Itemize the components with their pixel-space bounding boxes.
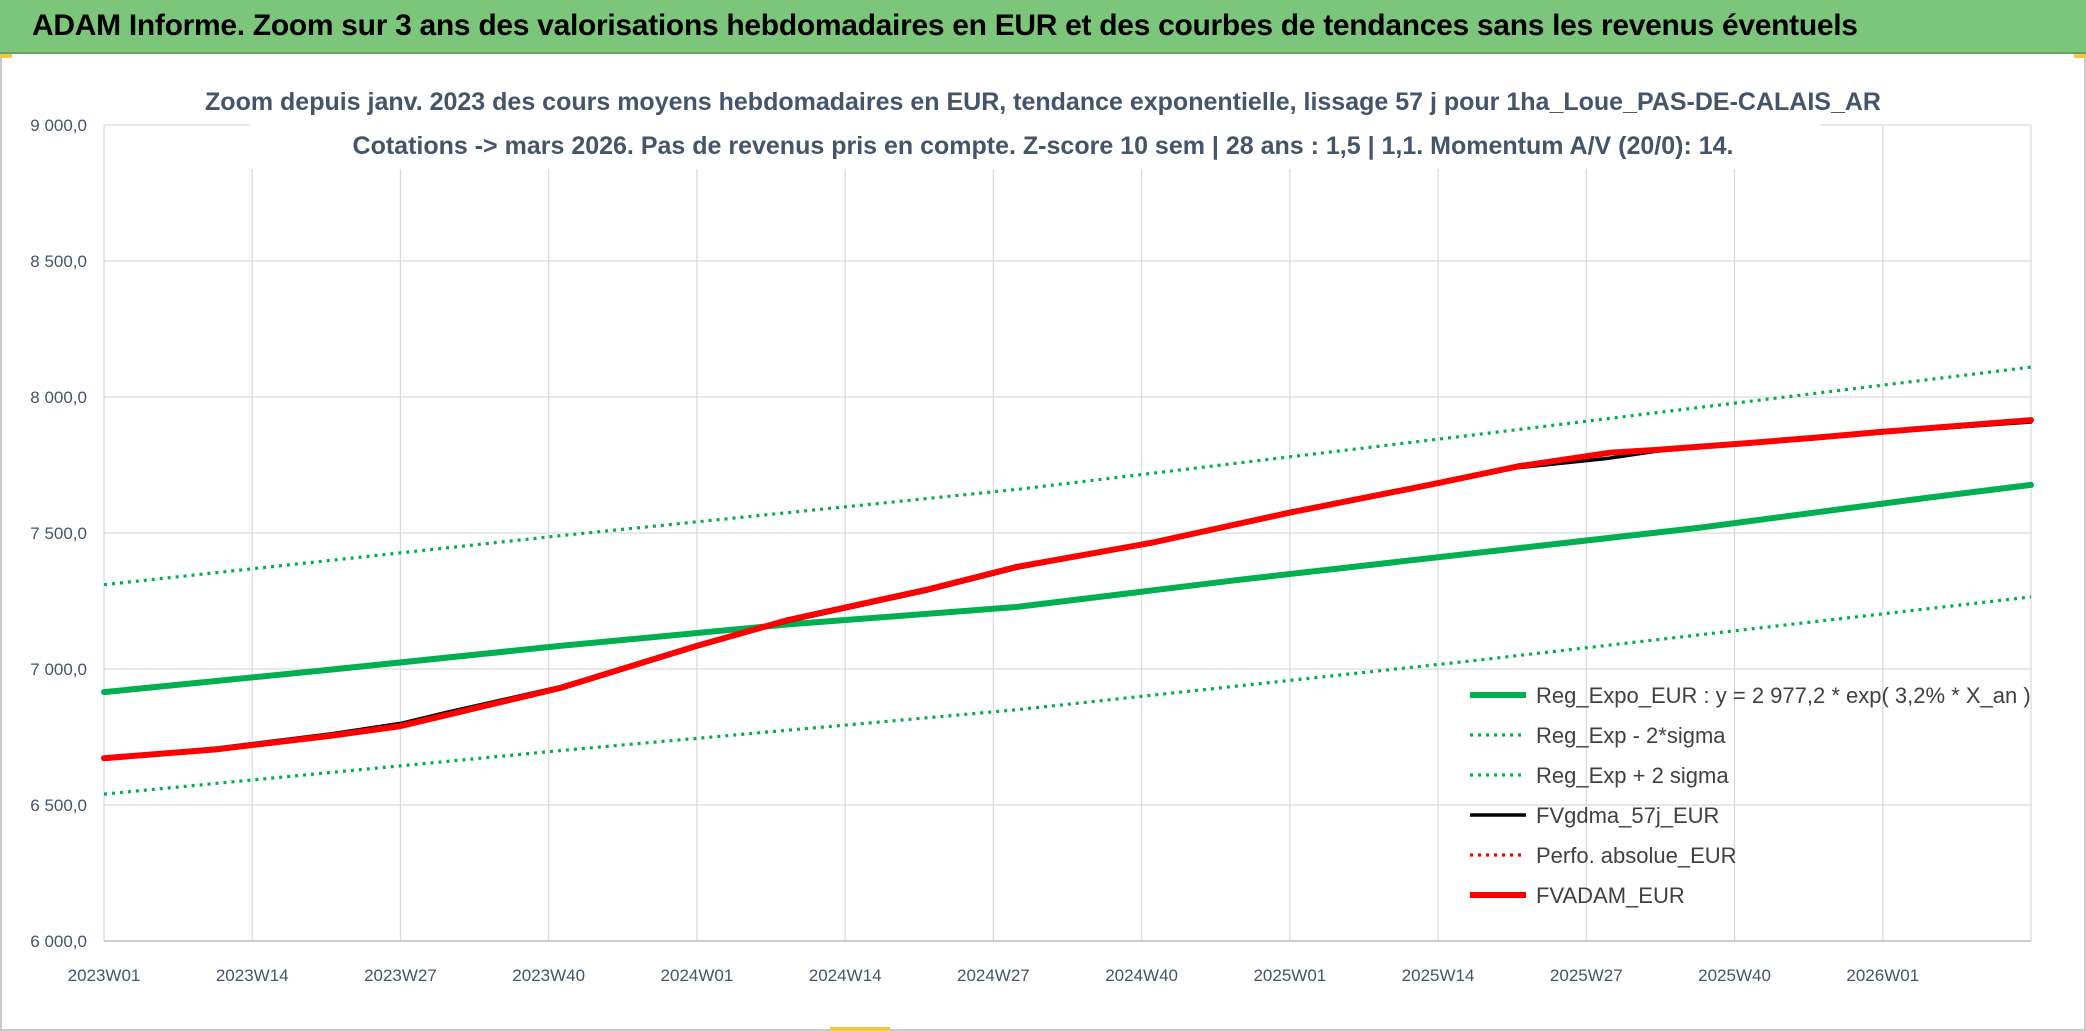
chart-frame <box>0 54 2086 1031</box>
x-tick-label: 2023W01 <box>68 966 141 985</box>
y-axis-ticks: 6 000,0 6 500,0 7 000,0 7 500,0 8 000,0 8 500… <box>30 116 87 951</box>
legend-label-1: Reg_Exp - 2*sigma <box>1536 723 1726 748</box>
series-line-0 <box>101 481 2034 696</box>
chart-title-line1: Zoom depuis janv. 2023 des cours moyens … <box>205 88 1881 116</box>
legend-label-2: Reg_Exp + 2 sigma <box>1536 763 1729 788</box>
series-line-1 <box>103 595 2032 796</box>
series-line-2 <box>103 365 2032 587</box>
x-tick-label: 2023W14 <box>216 966 289 985</box>
x-tick-label: 2024W01 <box>661 966 734 985</box>
series-line-5 <box>101 417 2034 762</box>
report-title: ADAM Informe. Zoom sur 3 ans des valoris… <box>32 9 1858 42</box>
y-tick-label: 6 500,0 <box>30 796 87 815</box>
x-tick-label: 2024W40 <box>1105 966 1178 985</box>
x-tick-label: 2023W40 <box>512 966 585 985</box>
header-bar: ADAM Informe. Zoom sur 3 ans des valoris… <box>0 0 2086 54</box>
corner-mark-left <box>0 54 12 58</box>
y-tick-label: 7 000,0 <box>30 660 87 679</box>
chart-title-background <box>250 79 1820 169</box>
corner-mark-right <box>2074 54 2086 58</box>
x-tick-label: 2026W01 <box>1846 966 1919 985</box>
y-tick-label: 8 500,0 <box>30 252 87 271</box>
grid <box>103 124 2032 942</box>
x-tick-label: 2024W14 <box>809 966 882 985</box>
legend-label-0: Reg_Expo_EUR : y = 2 977,2 * exp( 3,2% *… <box>1536 683 2031 708</box>
x-tick-label: 2024W27 <box>957 966 1030 985</box>
x-tick-label: 2025W14 <box>1402 966 1475 985</box>
legend-label-4: Perfo. absolue_EUR <box>1536 843 1737 868</box>
series-lines <box>101 365 2034 796</box>
y-tick-label: 7 500,0 <box>30 524 87 543</box>
y-tick-label: 6 000,0 <box>30 932 87 951</box>
legend-label-3: FVgdma_57j_EUR <box>1536 803 1719 828</box>
x-tick-label: 2025W27 <box>1550 966 1623 985</box>
y-tick-label: 8 000,0 <box>30 388 87 407</box>
x-tick-label: 2025W40 <box>1698 966 1771 985</box>
corner-mark-bottom <box>830 1027 890 1031</box>
x-tick-label: 2025W01 <box>1253 966 1326 985</box>
x-tick-label: 2023W27 <box>364 966 437 985</box>
chart-title-line2: Cotations -> mars 2026. Pas de revenus p… <box>353 132 1734 160</box>
y-tick-label: 9 000,0 <box>30 116 87 135</box>
legend: Reg_Expo_EUR : y = 2 977,2 * exp( 3,2% *… <box>1470 683 2031 908</box>
legend-label-5: FVADAM_EUR <box>1536 883 1685 908</box>
x-axis-ticks: 2023W01 2023W14 2023W27 2023W40 2024W01 2024W… <box>68 966 1920 985</box>
